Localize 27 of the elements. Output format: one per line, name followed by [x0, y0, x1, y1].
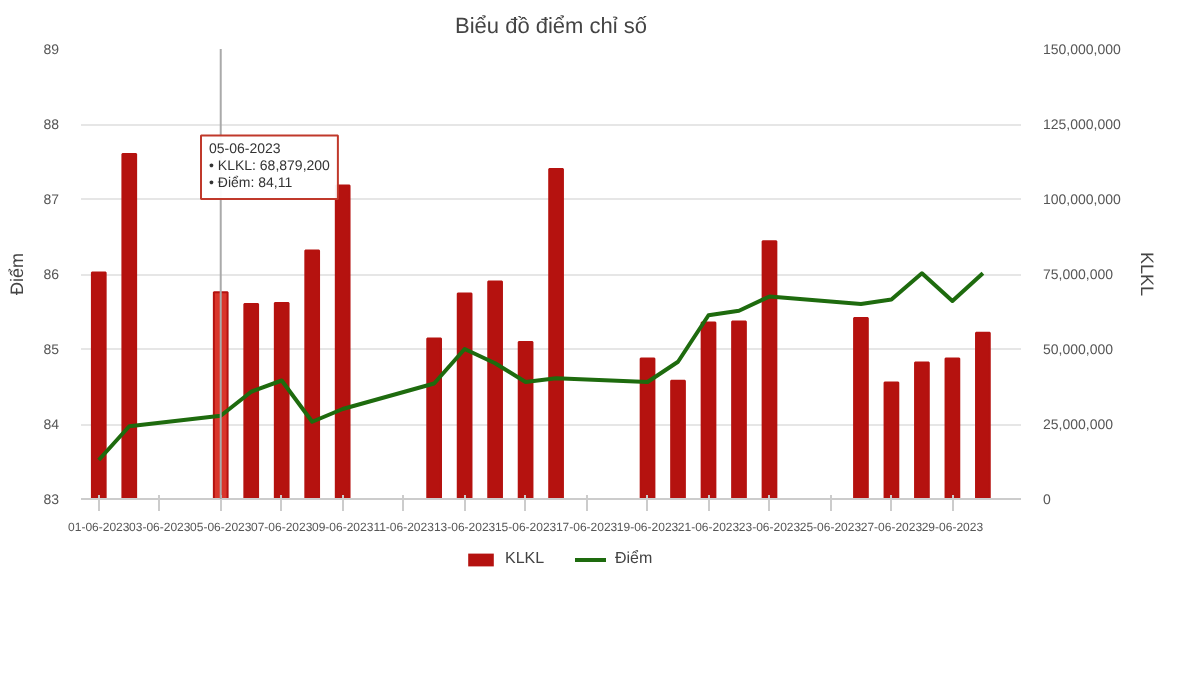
bar: [944, 357, 961, 499]
bar: [914, 361, 930, 499]
bar: [975, 331, 991, 499]
bar: [456, 292, 473, 499]
bar: [304, 249, 321, 499]
y2-axis-title: KLKL: [1136, 251, 1157, 297]
y-axis-title: Điểm: [7, 252, 28, 295]
bar: [517, 341, 534, 499]
bar: [761, 240, 778, 499]
bar: [426, 337, 442, 499]
line-series: [96, 271, 985, 462]
bar: [548, 168, 564, 499]
bar: [883, 381, 900, 499]
bar: [853, 317, 869, 499]
legend-label: KLKL: [505, 549, 545, 567]
bar: [273, 302, 290, 499]
legend-label: Điểm: [615, 549, 655, 567]
bar: [243, 303, 260, 499]
bar: [700, 321, 717, 499]
bar: [639, 357, 656, 499]
bar: [121, 153, 138, 499]
bar: [487, 280, 503, 499]
bar: [731, 320, 747, 499]
bar: [90, 271, 107, 499]
bar: [670, 379, 686, 499]
chart-title: Biểu đồ điểm chỉ số: [455, 15, 647, 39]
bar: [334, 184, 351, 499]
